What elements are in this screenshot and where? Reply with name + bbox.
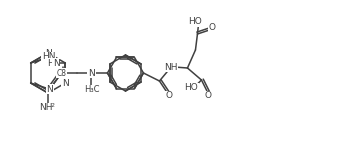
Text: HN: HN [42, 52, 55, 61]
Text: NH: NH [39, 103, 53, 112]
Text: N: N [53, 58, 60, 67]
Text: N: N [62, 79, 69, 87]
Text: 2: 2 [51, 103, 54, 108]
Text: H: H [47, 58, 54, 67]
Text: O: O [209, 24, 216, 32]
Text: O: O [205, 92, 212, 101]
Text: NH: NH [164, 63, 177, 72]
Text: H₃C: H₃C [84, 85, 99, 95]
Text: HO: HO [185, 84, 198, 93]
Text: O: O [166, 92, 173, 101]
Text: N: N [44, 48, 51, 58]
Text: 2: 2 [52, 58, 56, 64]
Text: C8: C8 [56, 69, 66, 77]
Text: N: N [88, 69, 95, 77]
Text: HO: HO [188, 18, 202, 26]
Text: N: N [46, 85, 53, 94]
